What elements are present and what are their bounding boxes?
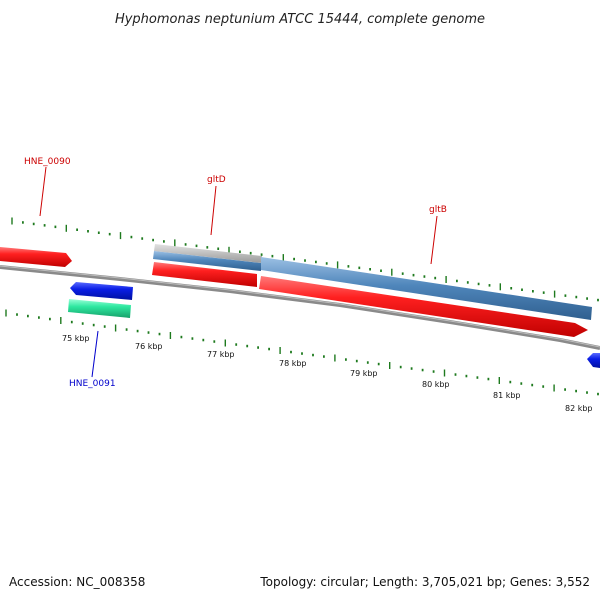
gene-label-gltb[interactable]: gltB — [429, 205, 447, 215]
genome-backbone-highlight — [0, 265, 600, 348]
kbp-label: 76 kbp — [135, 342, 163, 351]
kbp-label: 77 kbp — [207, 350, 235, 359]
leader-line-hne-0090 — [39, 166, 47, 217]
protein-feature-bar-gltb[interactable] — [261, 257, 592, 320]
rna-feature-hne-0091[interactable] — [68, 299, 131, 318]
gene-arrow-hne-0090[interactable] — [0, 247, 72, 267]
leader-line-gltb — [430, 215, 438, 265]
gene-label-gltd[interactable]: gltD — [207, 175, 226, 185]
kbp-label: 80 kbp — [422, 380, 450, 389]
gene-arrow-edge-right[interactable] — [587, 353, 600, 368]
kbp-label: 81 kbp — [493, 391, 521, 400]
accession-text: Accession: NC_008358 — [9, 575, 145, 589]
genome-summary-text: Topology: circular; Length: 3,705,021 bp… — [259, 575, 590, 589]
leader-line-gltd — [210, 185, 217, 236]
inner-tick-marks — [5, 309, 599, 396]
gene-arrow-gltd[interactable] — [152, 262, 257, 287]
leader-line-hne-0091 — [91, 330, 99, 378]
gene-arrow-gltb[interactable] — [259, 276, 588, 337]
gene-label-hne-0090[interactable]: HNE_0090 — [24, 157, 71, 167]
genome-backbone — [0, 265, 600, 350]
kbp-label: 78 kbp — [279, 359, 307, 368]
gray-feature-bar[interactable] — [154, 244, 262, 263]
protein-feature-bar-gltd[interactable] — [153, 251, 261, 271]
gene-label-hne-0091[interactable]: HNE_0091 — [69, 379, 116, 389]
outer-tick-marks — [11, 217, 599, 302]
kbp-label: 82 kbp — [565, 404, 593, 413]
kbp-label: 79 kbp — [350, 369, 378, 378]
gene-arrow-hne-0091[interactable] — [70, 282, 133, 300]
kbp-label: 75 kbp — [62, 334, 90, 343]
map-title: Hyphomonas neptunium ATCC 15444, complet… — [115, 12, 485, 27]
